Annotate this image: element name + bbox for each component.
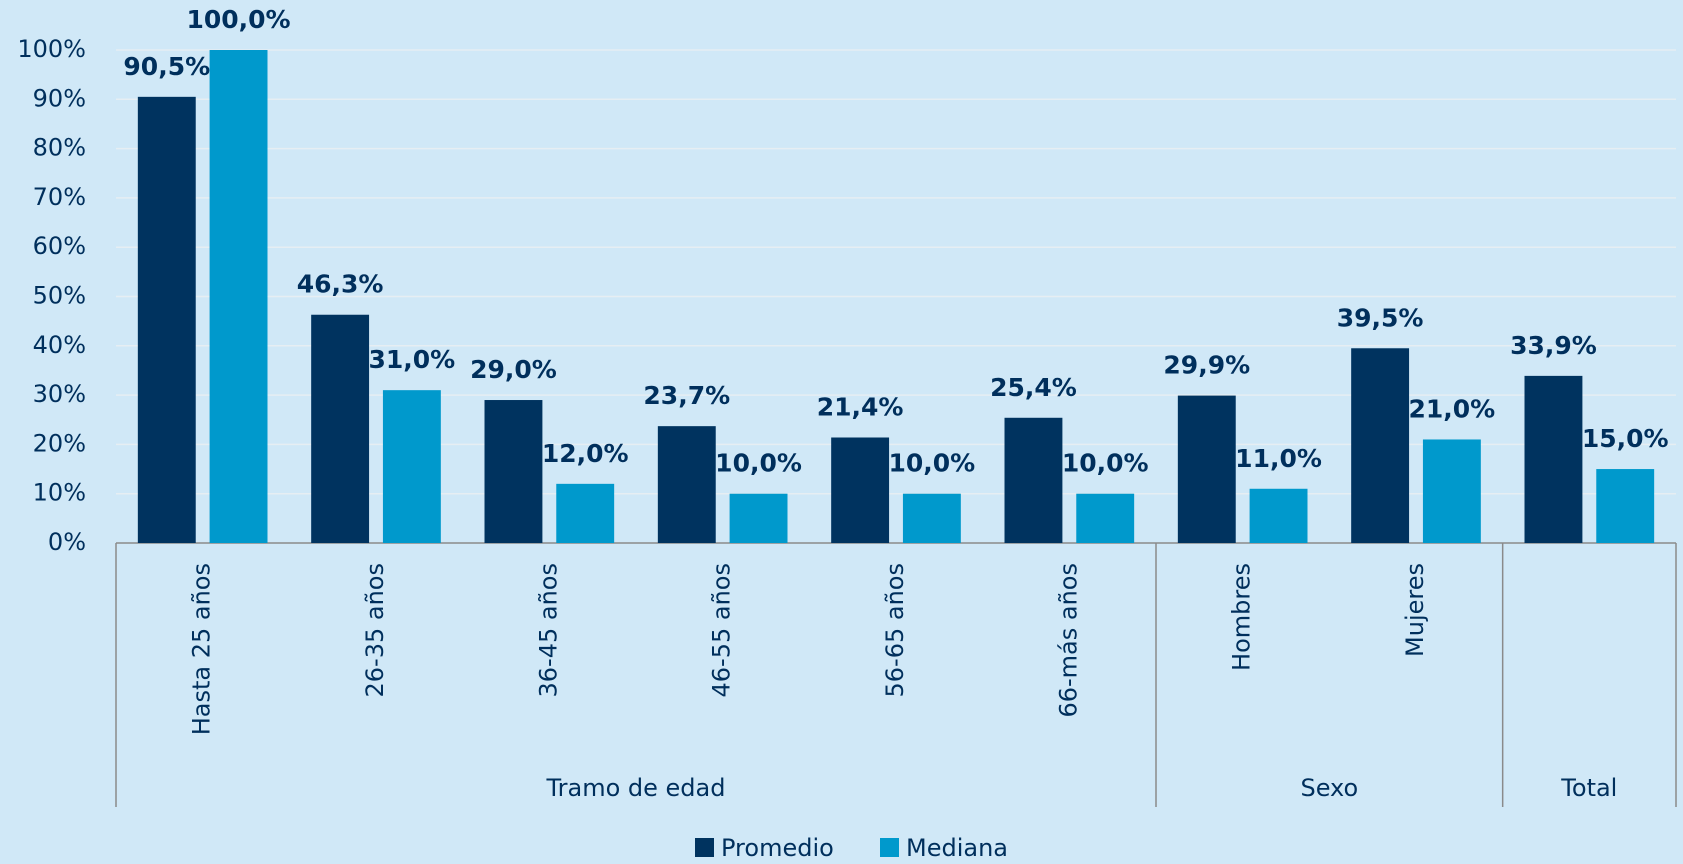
y-tick-label: 30% xyxy=(33,380,86,408)
bar xyxy=(209,50,268,543)
y-tick-label: 10% xyxy=(33,479,86,507)
y-tick-label: 60% xyxy=(33,232,86,260)
bar xyxy=(1422,439,1481,543)
y-tick-label: 70% xyxy=(33,183,86,211)
legend-label: Promedio xyxy=(721,834,834,862)
y-tick-label: 80% xyxy=(33,134,86,162)
x-tick-label: Mujeres xyxy=(1401,563,1429,657)
x-tick-label: 26-35 años xyxy=(361,563,389,697)
legend-swatch xyxy=(880,838,899,857)
value-label: 31,0% xyxy=(369,345,456,374)
y-tick-label: 100% xyxy=(17,35,86,63)
y-tick-label: 40% xyxy=(33,331,86,359)
bar xyxy=(1351,348,1410,543)
bar xyxy=(1076,493,1135,543)
x-tick-label: 56-65 años xyxy=(881,563,909,697)
bar xyxy=(382,390,441,543)
bar xyxy=(556,483,615,543)
value-label: 100,0% xyxy=(186,5,290,34)
y-tick-label: 0% xyxy=(48,528,86,556)
bar xyxy=(657,426,716,543)
y-tick-label: 90% xyxy=(33,84,86,112)
x-tick-label: 46-55 años xyxy=(708,563,736,697)
value-label: 25,4% xyxy=(990,373,1077,402)
bar xyxy=(729,493,788,543)
bar xyxy=(1177,395,1236,543)
bar xyxy=(484,400,543,543)
bar xyxy=(1524,375,1583,543)
x-tick-label: Hombres xyxy=(1228,563,1256,671)
y-tick-label: 50% xyxy=(33,282,86,310)
value-label: 10,0% xyxy=(889,449,976,478)
bar xyxy=(902,493,961,543)
value-label: 10,0% xyxy=(1062,449,1149,478)
value-label: 15,0% xyxy=(1582,424,1669,453)
value-label: 11,0% xyxy=(1235,444,1322,473)
legend-label: Mediana xyxy=(906,834,1008,862)
group-label: Sexo xyxy=(1300,774,1358,802)
value-label: 23,7% xyxy=(643,381,730,410)
value-label: 39,5% xyxy=(1337,303,1424,332)
y-tick-label: 20% xyxy=(33,429,86,457)
bar xyxy=(137,96,196,544)
group-label: Total xyxy=(1560,774,1617,802)
value-label: 29,9% xyxy=(1163,351,1250,380)
value-label: 21,0% xyxy=(1409,394,1496,423)
bar xyxy=(1249,488,1308,543)
value-label: 21,4% xyxy=(817,392,904,421)
x-tick-label: 66-más años xyxy=(1054,563,1082,718)
legend-swatch xyxy=(695,838,714,857)
bar xyxy=(311,314,370,543)
x-tick-label: 36-45 años xyxy=(534,563,562,697)
value-label: 10,0% xyxy=(715,449,802,478)
bar xyxy=(1004,417,1063,543)
value-label: 12,0% xyxy=(542,439,629,468)
group-label: Tramo de edad xyxy=(546,774,726,802)
value-label: 90,5% xyxy=(123,52,210,81)
value-label: 46,3% xyxy=(297,270,384,299)
bar xyxy=(831,437,890,543)
bar xyxy=(1596,469,1655,543)
value-label: 33,9% xyxy=(1510,331,1597,360)
x-tick-label: Hasta 25 años xyxy=(188,563,216,735)
value-label: 29,0% xyxy=(470,355,557,384)
